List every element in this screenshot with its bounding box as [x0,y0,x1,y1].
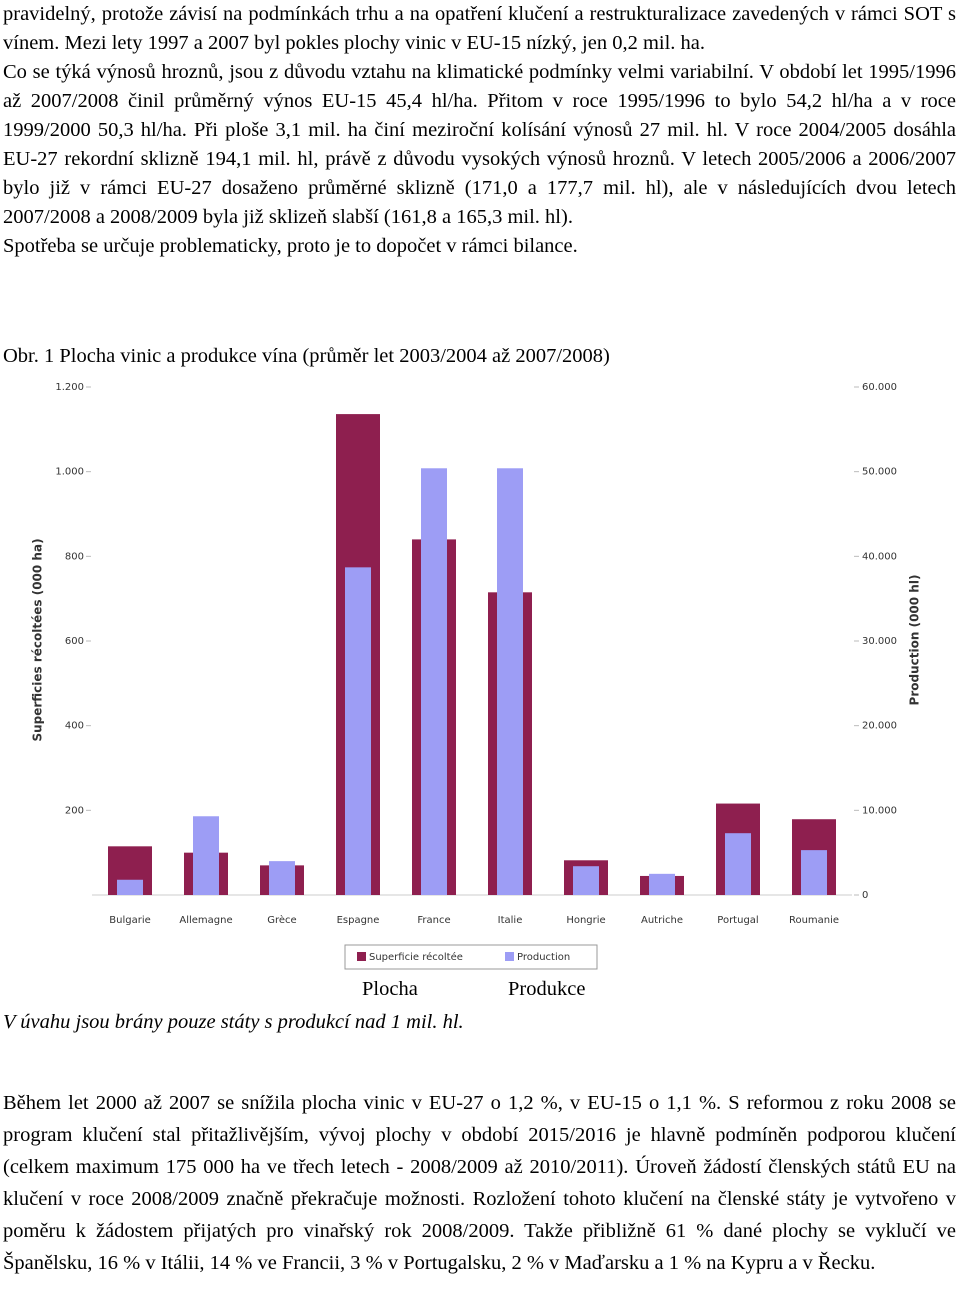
bar [801,850,827,895]
x-tick-label: Portugal [717,915,758,926]
y2-tick-label: 20.000 [862,721,897,732]
y2-tick-label: 10.000 [862,805,897,816]
bar [421,468,447,895]
y-tick-label: 400 [65,721,84,732]
y2-axis-title: Production (000 hl) [908,575,922,706]
legend-label: Superficie récoltée [369,951,463,963]
x-tick-label: Espagne [337,915,380,926]
figure-caption: Obr. 1 Plocha vinic a produkce vína (prů… [3,345,610,367]
y-tick-label: 600 [65,636,84,647]
y2-tick-label: 0 [862,890,868,901]
paragraph: Během let 2000 až 2007 se snížila plocha… [3,1092,956,1274]
figure-label: Plocha [362,978,418,1000]
y2-tick-label: 40.000 [862,551,897,562]
x-tick-label: Hongrie [566,915,605,926]
x-tick-label: France [417,915,450,926]
x-tick-label: Autriche [641,915,683,926]
figure-label: Produkce [508,978,586,1000]
legend-box [344,944,598,970]
x-tick-label: Bulgarie [109,915,151,926]
bar [193,816,219,895]
paragraph: pravidelný, protože závisí na podmínkách… [3,3,956,54]
chart: 200 400 600 800 1.000 1.200 0 10.000 20.000 30.00… [31,382,922,970]
y2-tick-label: 60.000 [862,382,897,393]
bar [345,567,371,895]
bar [573,866,599,895]
legend-swatch [357,952,366,961]
bar [117,879,143,895]
bar [497,468,523,895]
text-block: pravidelný, protože závisí na podmínkách… [3,0,956,261]
bar [725,833,751,895]
y-axis-title: Superficies récoltées (000 ha) [31,538,45,741]
figure-note: V úvahu jsou brány pouze státy s produkc… [3,1011,464,1033]
x-tick-label: Roumanie [789,915,839,926]
y-tick-label: 200 [65,805,84,816]
y2-tick-label: 50.000 [862,467,897,478]
paragraph: Spotřeba se určuje problematicky, proto … [3,235,578,257]
y-tick-label: 1.200 [55,382,84,393]
x-tick-label: Italie [498,915,523,926]
y-tick-label: 800 [65,551,84,562]
y2-tick-label: 30.000 [862,636,897,647]
y-tick-label: 1.000 [55,467,84,478]
legend-swatch [505,952,514,961]
bar [269,861,295,895]
bar [649,873,675,895]
legend-label: Production [517,952,570,963]
x-tick-label: Grèce [267,914,296,926]
paragraph: Co se týká výnosů hroznů, jsou z důvodu … [3,61,956,228]
x-tick-label: Allemagne [179,915,232,926]
